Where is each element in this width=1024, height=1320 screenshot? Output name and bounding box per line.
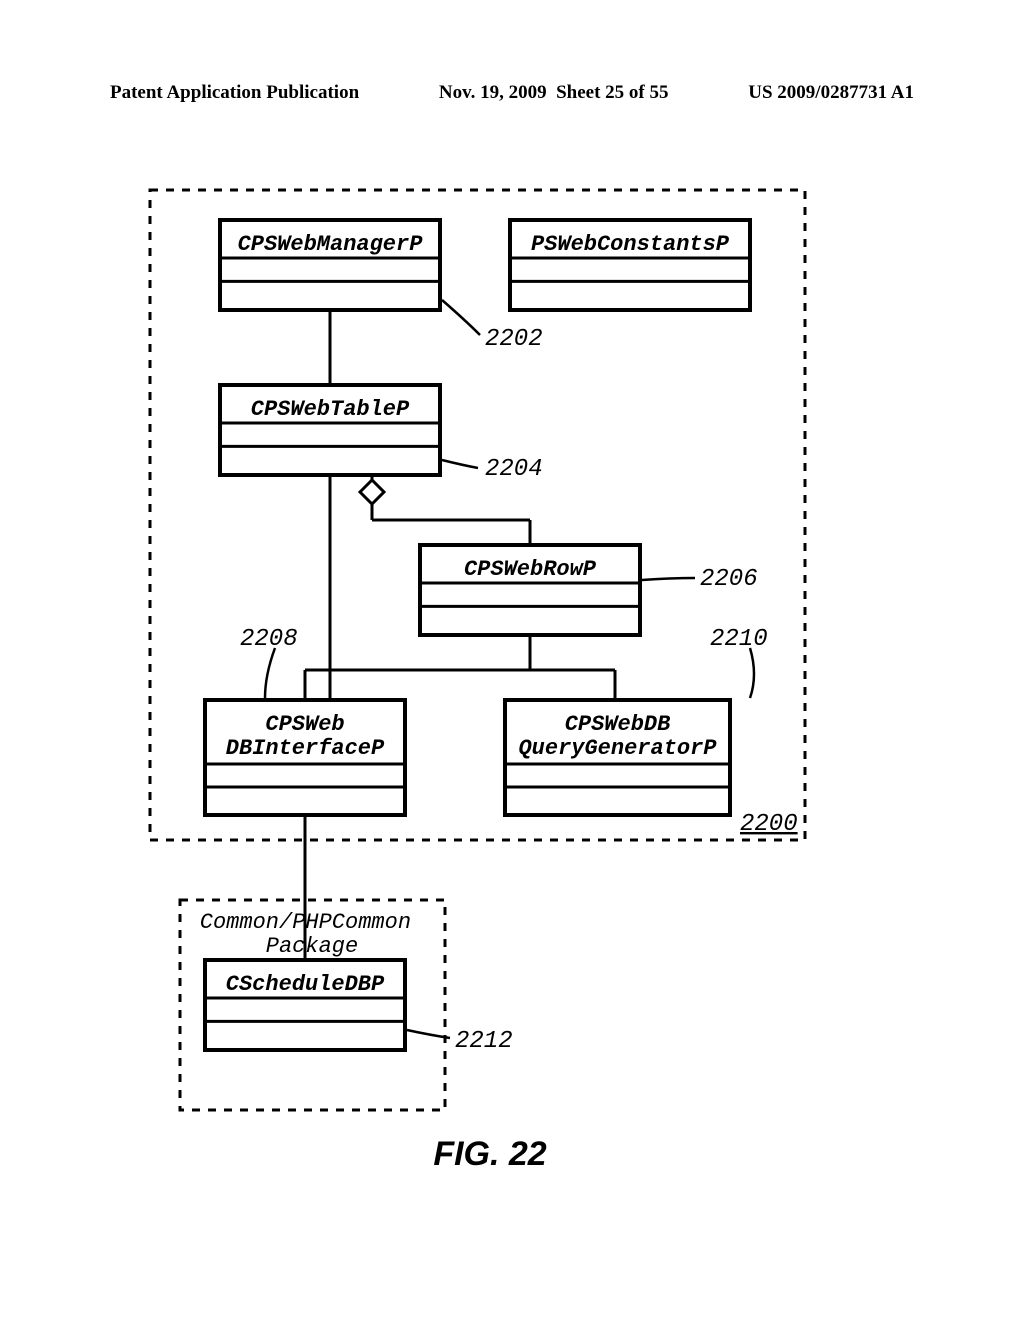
ref-2206: 2206 xyxy=(700,566,758,593)
class-box-row: CPSWebRowP xyxy=(420,545,640,635)
page-header: Patent Application Publication Nov. 19, … xyxy=(110,82,914,104)
sub-package-title: Common/PHPCommon Package xyxy=(200,910,424,959)
header-center: Nov. 19, 2009 Sheet 25 of 55 xyxy=(439,82,669,104)
class-box-schedule: CScheduleDBP xyxy=(205,960,405,1050)
svg-text:CPSWebManagerP: CPSWebManagerP xyxy=(238,232,424,257)
svg-text:CScheduleDBP: CScheduleDBP xyxy=(226,972,385,997)
class-box-dbiface: CPSWebDBInterfaceP xyxy=(205,700,405,815)
ref-2202: 2202 xyxy=(485,326,543,353)
class-box-querygen: CPSWebDBQueryGeneratorP xyxy=(505,700,730,815)
diagram: CPSWebManagerP PSWebConstantsP CPSWebTab… xyxy=(110,180,870,1235)
ref-2200: 2200 xyxy=(740,811,798,838)
class-box-table: CPSWebTableP xyxy=(220,385,440,475)
header-left: Patent Application Publication xyxy=(110,82,359,104)
ref-2204: 2204 xyxy=(485,456,543,483)
svg-text:CPSWebRowP: CPSWebRowP xyxy=(464,557,597,582)
header-right: US 2009/0287731 A1 xyxy=(748,82,914,104)
svg-text:CPSWebTableP: CPSWebTableP xyxy=(251,397,410,422)
class-box-constants: PSWebConstantsP xyxy=(510,220,750,310)
figure-caption: FIG. 22 xyxy=(433,1135,546,1173)
class-box-manager: CPSWebManagerP xyxy=(220,220,440,310)
ref-2210: 2210 xyxy=(710,626,768,653)
ref-2212: 2212 xyxy=(455,1028,513,1055)
svg-text:PSWebConstantsP: PSWebConstantsP xyxy=(531,232,730,257)
ref-2208: 2208 xyxy=(240,626,298,653)
